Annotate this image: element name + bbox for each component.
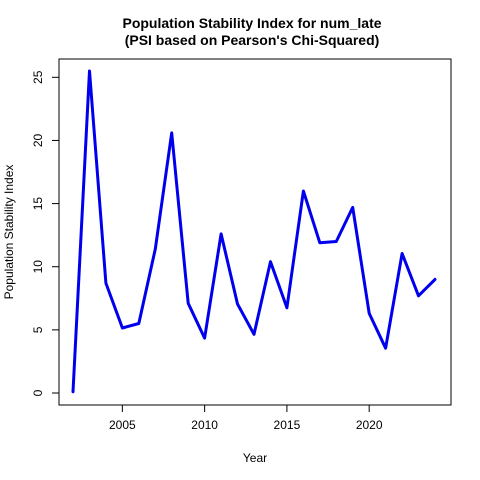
x-tick-label: 2005 <box>109 418 136 432</box>
y-tick-label: 10 <box>31 260 45 274</box>
y-axis-label: Population Stability Index <box>2 165 16 300</box>
chart-title: Population Stability Index for num_late <box>122 15 381 31</box>
x-tick-label: 2015 <box>274 418 301 432</box>
x-axis-label: Year <box>243 451 267 465</box>
y-tick-label: 25 <box>31 70 45 84</box>
x-axis: 2005 2010 2015 2020 <box>109 404 383 432</box>
y-axis: 0 5 10 15 20 25 <box>31 70 60 396</box>
y-tick-label: 0 <box>31 389 45 396</box>
y-tick-label: 15 <box>31 197 45 211</box>
y-tick-label: 5 <box>31 326 45 333</box>
series-line <box>71 69 437 394</box>
chart-subtitle: (PSI based on Pearson's Chi-Squared) <box>125 32 380 48</box>
x-tick-label: 2020 <box>356 418 383 432</box>
x-tick-label: 2010 <box>191 418 218 432</box>
y-tick-label: 20 <box>31 133 45 147</box>
